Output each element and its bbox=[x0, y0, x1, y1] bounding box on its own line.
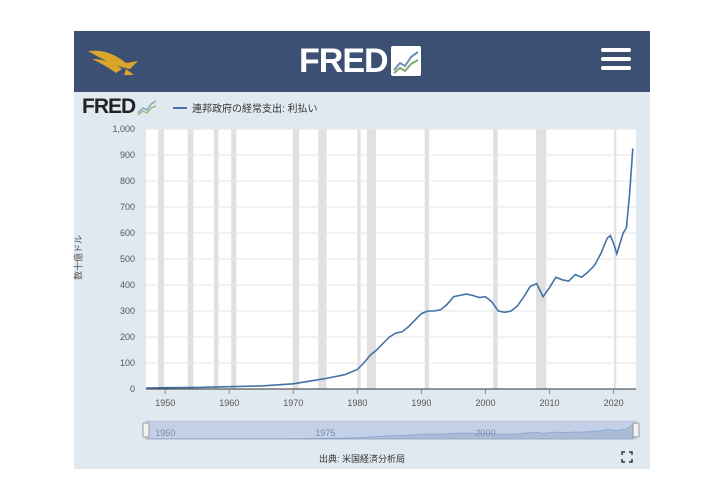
navigator-tick-label: 2000 bbox=[475, 428, 495, 438]
y-tick-label: 0 bbox=[130, 384, 135, 394]
legend-series-swatch bbox=[173, 106, 187, 109]
chart-legend[interactable]: 連邦政府の経常支出: 利払い bbox=[173, 100, 318, 115]
navigator-series bbox=[145, 423, 634, 440]
y-tick-label: 200 bbox=[120, 332, 135, 342]
top-bar: FRED bbox=[74, 31, 650, 92]
y-tick-label: 700 bbox=[120, 202, 135, 212]
y-tick-label: 900 bbox=[120, 150, 135, 160]
x-tick-label: 1950 bbox=[155, 398, 175, 408]
y-tick-label: 100 bbox=[120, 358, 135, 368]
y-tick-label: 500 bbox=[120, 254, 135, 264]
legend-series-label: 連邦政府の経常支出: 利払い bbox=[192, 104, 318, 115]
navigator-tick-label: 1950 bbox=[155, 428, 175, 438]
plot-area[interactable]: 0 100 200 300 400 500 600 700 800 900 1,000 1950 196… bbox=[74, 31, 650, 469]
fred-logo-text: FRED bbox=[299, 41, 389, 80]
chart-frame: FRED FRED 連邦政府の経常支出: 利払い 数十億ドル 0 100 200 30… bbox=[74, 31, 650, 469]
fullscreen-icon[interactable] bbox=[621, 451, 633, 463]
navigator-selection[interactable] bbox=[146, 421, 636, 439]
y-tick-label: 800 bbox=[120, 176, 135, 186]
y-tick-label: 600 bbox=[120, 228, 135, 238]
x-tick-label: 1960 bbox=[219, 398, 239, 408]
x-tick-label: 2000 bbox=[475, 398, 495, 408]
chart-fred-logo: FRED bbox=[82, 95, 157, 119]
chart-mini-logo-icon bbox=[137, 100, 157, 116]
x-tick-label: 1980 bbox=[347, 398, 367, 408]
fred-logo[interactable]: FRED bbox=[299, 41, 421, 81]
series-line[interactable] bbox=[145, 148, 634, 389]
x-tick-label: 2020 bbox=[604, 398, 624, 408]
eagle-logo-icon[interactable] bbox=[86, 45, 142, 79]
navigator-tick-label: 1975 bbox=[315, 428, 335, 438]
hamburger-menu-icon[interactable] bbox=[601, 48, 631, 74]
x-tick-label: 1990 bbox=[411, 398, 431, 408]
y-tick-label: 1,000 bbox=[112, 124, 135, 134]
navigator-left-handle[interactable] bbox=[142, 422, 150, 438]
x-tick-label: 1970 bbox=[283, 398, 303, 408]
x-tick-label: 2010 bbox=[540, 398, 560, 408]
y-tick-label: 400 bbox=[120, 280, 135, 290]
chart-fred-logo-text: FRED bbox=[82, 95, 136, 118]
y-tick-label: 300 bbox=[120, 306, 135, 316]
chart-logo-icon bbox=[390, 46, 421, 76]
source-label[interactable]: 出典: 米国経済分析局 bbox=[318, 454, 405, 464]
navigator-right-handle[interactable] bbox=[632, 422, 640, 438]
